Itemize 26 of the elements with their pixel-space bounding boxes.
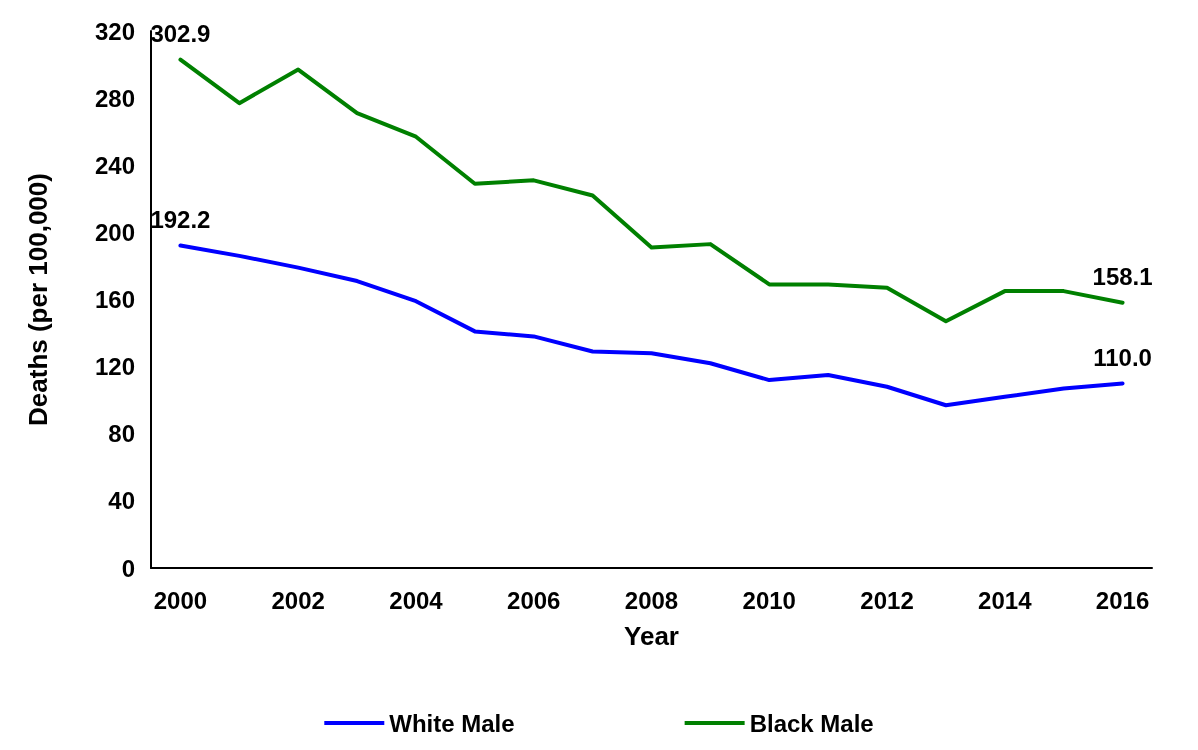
y-axis-title: Deaths (per 100,000) xyxy=(23,173,53,426)
y-tick-label: 160 xyxy=(94,286,135,313)
x-tick-label: 2004 xyxy=(389,586,444,614)
y-tick-label: 200 xyxy=(94,218,135,246)
x-tick-label: 2008 xyxy=(624,586,679,614)
y-tick-label: 40 xyxy=(108,487,135,515)
data-label: 192.2 xyxy=(150,205,211,233)
y-tick-label: 0 xyxy=(121,554,135,582)
y-tick-label: 320 xyxy=(94,17,135,45)
y-tick-label: 80 xyxy=(108,420,135,448)
x-axis-title: Year xyxy=(624,621,679,651)
y-tick-label: 120 xyxy=(94,353,135,381)
x-tick-label: 2002 xyxy=(271,586,325,614)
y-tick-label: 240 xyxy=(94,151,135,179)
data-label: 110.0 xyxy=(1093,343,1152,371)
x-tick-label: 2000 xyxy=(153,586,208,614)
x-tick-label: 2014 xyxy=(978,586,1033,614)
x-tick-label: 2006 xyxy=(507,586,561,614)
legend-label: White Male xyxy=(389,709,515,737)
data-label: 158.1 xyxy=(1092,263,1153,291)
y-tick-label: 280 xyxy=(94,84,135,112)
x-tick-label: 2012 xyxy=(860,586,914,614)
legend-label: Black Male xyxy=(749,709,874,737)
data-label: 302.9 xyxy=(150,20,211,48)
x-tick-label: 2016 xyxy=(1095,586,1150,614)
x-tick-label: 2010 xyxy=(742,586,796,614)
